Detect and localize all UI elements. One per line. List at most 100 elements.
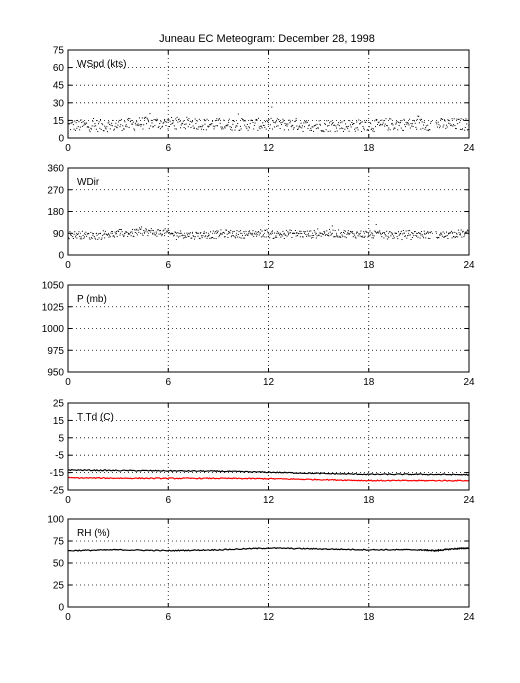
wdir-point: [205, 232, 207, 234]
wspd-point: [444, 120, 446, 122]
wdir-point: [398, 234, 400, 236]
wdir-point: [127, 233, 129, 235]
wdir-point: [271, 231, 273, 233]
wspd-point: [130, 119, 132, 121]
wdir-point: [225, 229, 227, 231]
wspd-point: [283, 129, 285, 131]
wdir-point: [214, 231, 216, 233]
wspd-point: [331, 122, 333, 124]
wdir-point: [119, 234, 121, 236]
wspd-point: [409, 127, 411, 129]
wdir-point: [383, 237, 385, 239]
wspd-point: [380, 124, 382, 126]
wdir-point: [416, 235, 418, 237]
wspd-point: [223, 126, 225, 128]
wdir-point: [360, 230, 362, 232]
wspd-point: [281, 121, 283, 123]
wspd-point: [404, 126, 406, 128]
wdir-point: [338, 229, 340, 231]
wspd-point: [90, 127, 92, 129]
wdir-point: [462, 230, 464, 232]
wspd-point: [426, 129, 428, 131]
wdir-point: [278, 234, 280, 236]
rh-line: [67, 547, 470, 553]
wspd-point: [449, 123, 451, 125]
wdir-point: [213, 237, 215, 239]
wdir-point: [235, 234, 237, 236]
wspd-point: [384, 125, 386, 127]
wspd-point: [395, 122, 397, 124]
wdir-point: [375, 231, 377, 233]
wspd-point: [206, 118, 208, 120]
wspd-point: [417, 115, 419, 117]
wspd-point: [457, 123, 459, 125]
wdir-point: [269, 232, 271, 234]
wspd-point: [121, 129, 123, 131]
temp-dewpoint-series-0: [67, 468, 470, 476]
wdir-point: [198, 232, 200, 234]
wspd-point: [182, 123, 184, 125]
wdir-point: [359, 235, 361, 237]
wspd-point: [297, 128, 299, 130]
wdir-point: [254, 233, 256, 235]
wdir-point: [372, 237, 374, 239]
wspd-point: [230, 128, 232, 130]
wspd-point: [85, 122, 87, 124]
wdir-point: [384, 232, 386, 234]
wdir-point: [148, 229, 150, 231]
wdir-point: [413, 235, 415, 237]
wspd-point: [79, 126, 81, 128]
wdir-point: [181, 235, 183, 237]
wdir-point: [194, 238, 196, 240]
wdir-point: [377, 232, 379, 234]
wspd-point: [429, 129, 431, 131]
wspd-point: [166, 119, 168, 121]
wspd-y-tick-label: 15: [53, 116, 65, 127]
wspd-series-0: [68, 106, 470, 133]
wdir-point: [198, 237, 200, 239]
wspd-point: [309, 129, 311, 131]
wspd-point: [345, 123, 347, 125]
wspd-point: [343, 120, 345, 122]
wspd-point: [280, 122, 282, 124]
wspd-point: [419, 118, 421, 120]
wdir-point: [303, 231, 305, 233]
wspd-point: [410, 123, 412, 125]
wspd-point: [186, 116, 188, 118]
wdir-point: [176, 235, 178, 237]
wdir-point: [436, 237, 438, 239]
wspd-point: [219, 118, 221, 120]
wdir-point: [108, 236, 110, 238]
wspd-point: [243, 120, 245, 122]
wdir-point: [192, 235, 194, 237]
wdir-point: [142, 234, 144, 236]
wspd-point: [365, 119, 367, 121]
wspd-point: [388, 118, 390, 120]
wdir-point: [271, 230, 273, 232]
wspd-point: [182, 120, 184, 122]
wdir-point: [428, 231, 430, 233]
wspd-point: [458, 118, 460, 120]
wspd-point: [226, 124, 228, 126]
wspd-point: [337, 124, 339, 126]
wdir-point: [283, 237, 285, 239]
wspd-point: [171, 123, 173, 125]
wdir-point: [330, 234, 332, 236]
wdir-point: [456, 233, 458, 235]
wdir-point: [466, 229, 468, 231]
wdir-point: [457, 236, 459, 238]
wspd-point: [384, 123, 386, 125]
wdir-point: [191, 231, 193, 233]
wdir-point: [244, 234, 246, 236]
wspd-point: [268, 119, 270, 121]
wspd-point: [254, 122, 256, 124]
wdir-point: [97, 233, 99, 235]
wspd-point: [153, 119, 155, 121]
wdir-point: [441, 233, 443, 235]
wspd-point: [168, 126, 170, 128]
wspd-point: [190, 127, 192, 129]
wdir-point: [397, 231, 399, 233]
wdir-point: [339, 235, 341, 237]
wdir-point: [260, 236, 262, 238]
wdir-point: [166, 231, 168, 233]
